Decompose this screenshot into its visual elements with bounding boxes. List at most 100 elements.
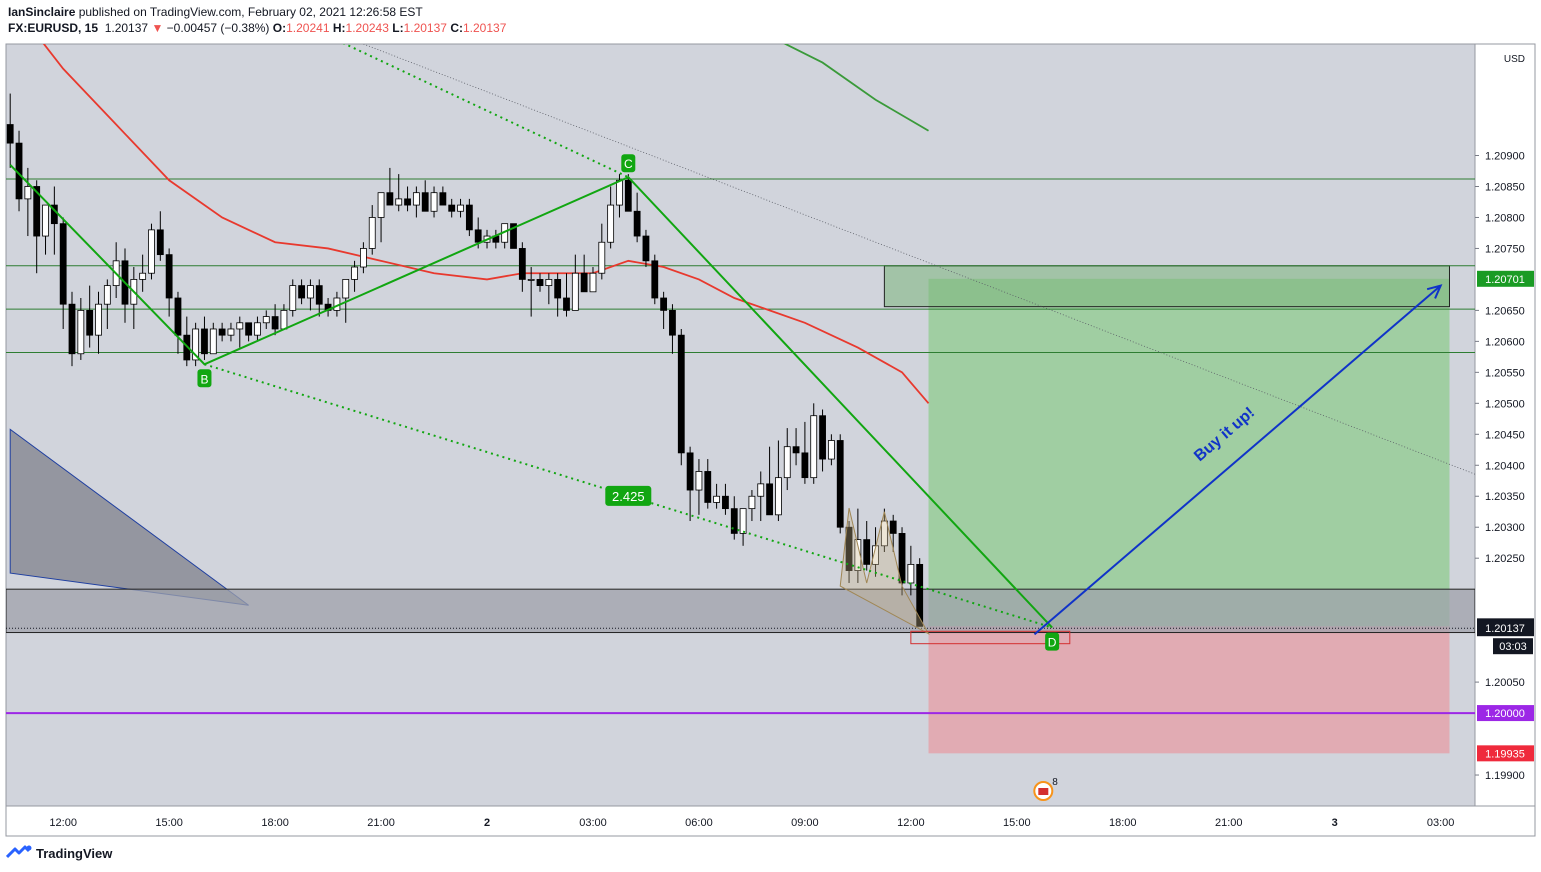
symbol-label[interactable]: FX:EURUSD, 15 [8, 21, 99, 35]
flag-icon [1038, 788, 1049, 795]
publisher-name[interactable]: IanSinclaire [8, 5, 76, 19]
candle [730, 508, 738, 534]
pattern-point-badge-c [621, 154, 636, 173]
pattern-point-badge-d [1045, 632, 1060, 651]
candle [351, 266, 358, 280]
candle [254, 322, 261, 336]
axis-price-label: 1.20137 [1485, 623, 1525, 635]
buy-arrow-line [1033, 284, 1442, 636]
candle [77, 309, 85, 355]
time-tick-label: 06:00 [685, 817, 713, 829]
candle [218, 328, 226, 336]
candle [722, 495, 729, 510]
close-label: C: [450, 21, 463, 35]
close-value: 1.20137 [462, 21, 507, 35]
time-tick-label: 12:00 [49, 817, 77, 829]
candle [836, 440, 844, 528]
candle [801, 452, 809, 479]
candle [271, 316, 279, 330]
candle [201, 328, 208, 355]
candle [192, 328, 200, 361]
axis-price-badge [1477, 620, 1534, 637]
candle [624, 179, 632, 212]
support-zone [6, 588, 1475, 634]
candle [766, 483, 773, 516]
footer-brand[interactable]: TradingView [36, 846, 113, 861]
candle [404, 198, 411, 206]
candle [651, 260, 659, 299]
candle [465, 204, 473, 231]
candle [412, 192, 420, 206]
candle [589, 272, 597, 293]
candle [660, 297, 668, 311]
candle [713, 495, 720, 503]
price-tick-label: 1.20550 [1485, 367, 1525, 379]
published-info: published on TradingView.com, February 0… [75, 5, 423, 19]
candle [677, 334, 685, 454]
candle [863, 539, 871, 565]
candle [907, 563, 915, 584]
time-tick-label: 3 [1332, 817, 1338, 829]
axis-price-badge [1493, 638, 1533, 655]
candle [695, 471, 703, 491]
candle [315, 285, 323, 305]
tradingview-logo-icon[interactable] [5, 844, 32, 863]
candle [68, 303, 76, 355]
candle [59, 223, 67, 305]
time-tick-label: 15:00 [1003, 817, 1031, 829]
abcd-pattern [9, 164, 1053, 629]
axis-price-label: 1.19935 [1485, 748, 1525, 760]
candle [889, 520, 897, 534]
time-tick-label: 18:00 [1109, 817, 1137, 829]
candle [289, 285, 297, 311]
candle [792, 446, 800, 454]
candle [103, 285, 111, 305]
candle [395, 198, 403, 206]
time-tick-label: 12:00 [897, 817, 925, 829]
axis-price-label: 03:03 [1499, 641, 1527, 653]
candle [580, 272, 588, 293]
open-value: 1.20241 [286, 21, 330, 35]
price-tick-label: 1.20300 [1485, 522, 1525, 534]
candle [545, 279, 553, 287]
candle [86, 309, 94, 336]
candle [209, 328, 217, 355]
price-tick-label: 1.20250 [1485, 553, 1525, 565]
profit-zone [928, 278, 1450, 627]
candle [386, 192, 394, 206]
candle [33, 186, 41, 237]
axis-price-label: 1.20701 [1485, 274, 1525, 286]
candle [563, 297, 570, 311]
price-tick-label: 1.20750 [1485, 243, 1525, 255]
candle [598, 241, 606, 274]
candle [616, 179, 623, 206]
candle [607, 204, 615, 243]
time-tick-label: 21:00 [1215, 817, 1243, 829]
candle [669, 309, 676, 336]
price-tick-label: 1.20450 [1485, 429, 1525, 441]
candle [280, 309, 288, 330]
buy-arrow-head [1426, 284, 1443, 299]
price-tick-label: 1.20400 [1485, 460, 1525, 472]
chart-header: IanSinclaire published on TradingView.co… [8, 4, 506, 44]
target-box [883, 265, 1450, 308]
candle [421, 192, 429, 212]
low-value: 1.20137 [403, 21, 447, 35]
pattern-point-label-b: B [200, 372, 208, 386]
candle [227, 328, 235, 336]
price-tick-label: 1.20650 [1485, 305, 1525, 317]
publisher-line: IanSinclaire published on TradingView.co… [8, 4, 506, 20]
candle [527, 279, 535, 281]
low-label: L: [392, 21, 404, 35]
candle [6, 124, 14, 144]
time-tick-label: 09:00 [791, 817, 819, 829]
bd-dotted-line [204, 363, 1053, 629]
candle [518, 248, 526, 280]
candle [783, 446, 791, 479]
candle [898, 533, 906, 584]
candle [827, 440, 835, 460]
price-axis-area [1474, 43, 1536, 807]
pattern-point-label-c: C [624, 157, 633, 171]
ratio-badge [605, 485, 652, 506]
